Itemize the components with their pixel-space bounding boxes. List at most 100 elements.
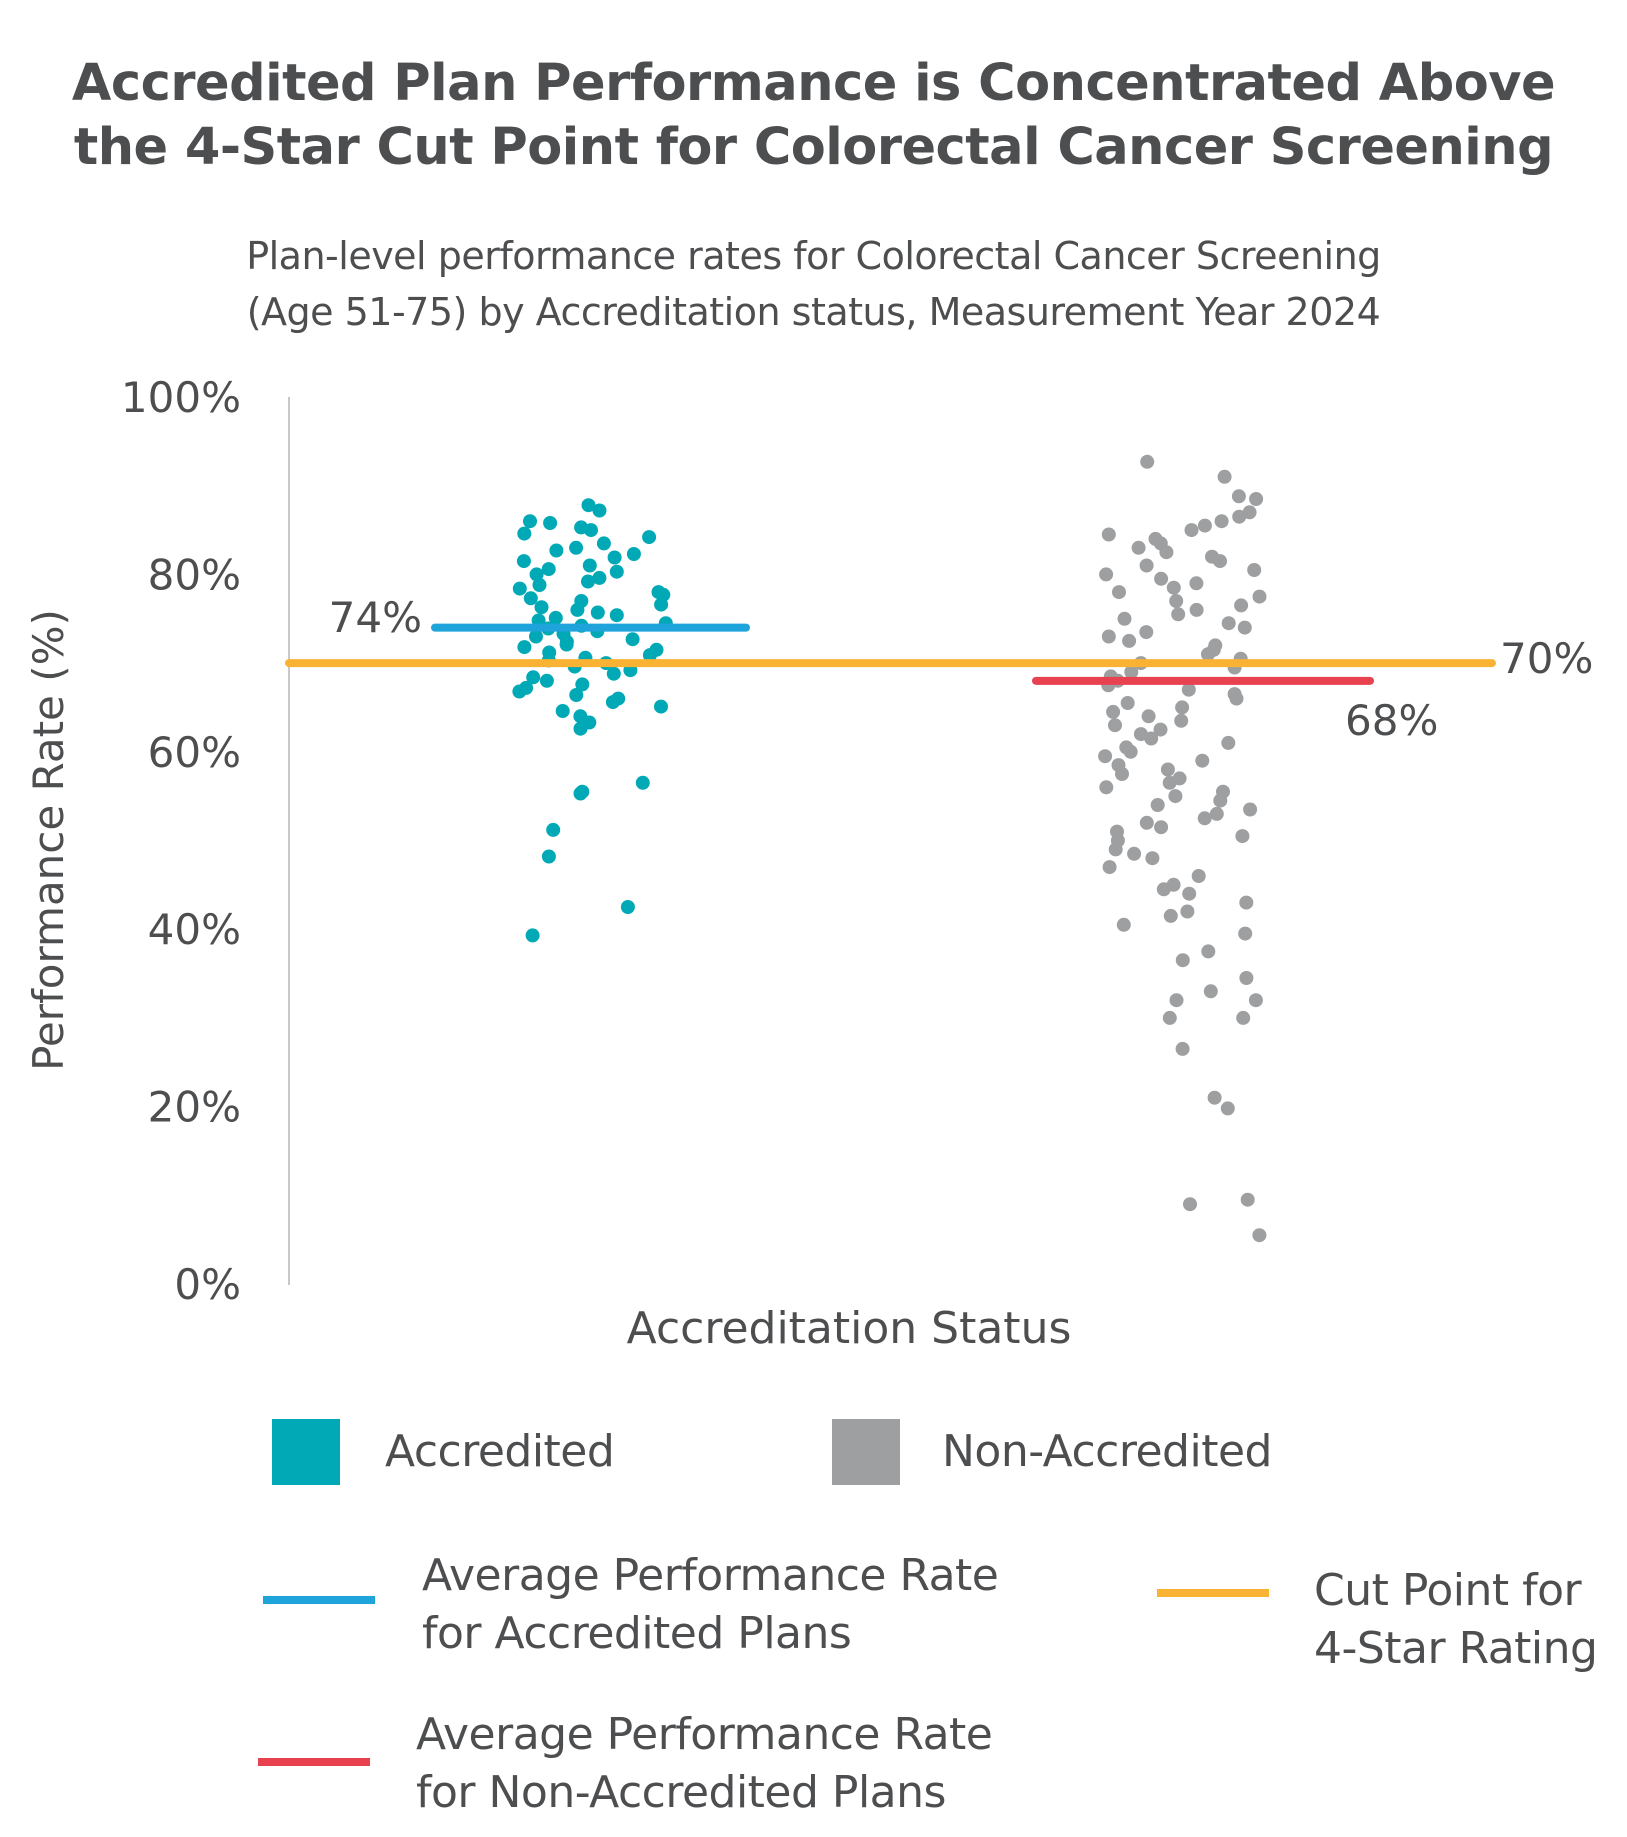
accredited-swatch bbox=[272, 1419, 340, 1485]
avg-accredited-line-swatch bbox=[263, 1596, 375, 1604]
reference-labels: 74% 70% 68% bbox=[329, 593, 1594, 745]
data-point bbox=[1169, 993, 1184, 1008]
data-point bbox=[569, 688, 584, 702]
data-point bbox=[1234, 598, 1249, 613]
data-point bbox=[1108, 718, 1122, 733]
data-point bbox=[529, 567, 544, 582]
legend-non-accredited-label: Non-Accredited bbox=[942, 1426, 1272, 1477]
data-point bbox=[1162, 775, 1177, 790]
data-point bbox=[1153, 722, 1168, 737]
data-point bbox=[581, 574, 595, 589]
data-point bbox=[1174, 713, 1189, 728]
data-point bbox=[1182, 886, 1197, 901]
data-point bbox=[1229, 691, 1244, 706]
data-point bbox=[575, 677, 590, 692]
data-point bbox=[1099, 567, 1114, 582]
data-point bbox=[1150, 798, 1165, 812]
data-point bbox=[1207, 1090, 1222, 1105]
data-point bbox=[559, 637, 574, 652]
data-point bbox=[539, 673, 554, 688]
non-accredited-swatch bbox=[832, 1419, 900, 1485]
data-point bbox=[1238, 926, 1253, 941]
data-point bbox=[1116, 917, 1131, 932]
data-point bbox=[1144, 731, 1159, 746]
data-point bbox=[609, 608, 624, 623]
data-point bbox=[582, 558, 597, 573]
chart-subtitle-line-1: Plan-level performance rates for Colorec… bbox=[246, 234, 1381, 278]
data-point bbox=[512, 684, 527, 699]
cut-point-line-swatch bbox=[1157, 1589, 1269, 1597]
data-point bbox=[1235, 829, 1250, 844]
data-point bbox=[620, 900, 635, 914]
data-point bbox=[1203, 984, 1218, 999]
data-point bbox=[1145, 851, 1160, 866]
data-point bbox=[529, 629, 543, 644]
data-point bbox=[1232, 509, 1247, 524]
legend-cut-point-line-2: 4-Star Rating bbox=[1314, 1623, 1598, 1674]
data-point bbox=[1098, 749, 1113, 764]
data-point bbox=[584, 523, 598, 538]
y-tick-label: 80% bbox=[148, 550, 241, 599]
y-tick-labels: 0% 20% 40% 60% 80% 100% bbox=[121, 373, 241, 1309]
data-point bbox=[1209, 806, 1224, 821]
scatter-chart: 0%20%40%60%80%100% Performance Rate (%) … bbox=[24, 373, 1594, 1354]
data-point bbox=[573, 786, 588, 801]
data-point bbox=[1220, 1101, 1235, 1116]
data-point bbox=[1163, 908, 1178, 923]
data-point bbox=[592, 570, 607, 585]
reference-lines bbox=[285, 623, 1496, 685]
data-point bbox=[1197, 518, 1212, 533]
y-axis-label: Performance Rate (%) bbox=[24, 609, 73, 1071]
data-point bbox=[1181, 682, 1196, 697]
data-point bbox=[1102, 860, 1117, 875]
data-point bbox=[541, 849, 556, 864]
data-point bbox=[1239, 895, 1254, 910]
legend-avg-non-accredited-line-1: Average Performance Rate bbox=[416, 1709, 993, 1760]
y-tick-label: 100% bbox=[121, 373, 241, 422]
data-point bbox=[570, 602, 585, 617]
data-point bbox=[1189, 576, 1204, 591]
data-point bbox=[1169, 594, 1184, 608]
data-point bbox=[596, 536, 611, 551]
data-point bbox=[546, 822, 561, 837]
data-point bbox=[517, 526, 532, 541]
avg-non-accredited-label: 68% bbox=[1345, 696, 1438, 745]
data-point bbox=[1221, 616, 1236, 631]
data-point bbox=[1175, 1041, 1190, 1056]
legend-accredited-label: Accredited bbox=[385, 1426, 615, 1477]
data-point bbox=[635, 775, 650, 790]
data-point bbox=[1156, 882, 1171, 897]
legend-cut-point-line-1: Cut Point for bbox=[1314, 1565, 1582, 1616]
legend-cut-point-label: Cut Point for 4-Star Rating bbox=[1314, 1562, 1598, 1678]
data-point bbox=[1122, 633, 1137, 648]
data-point bbox=[1231, 489, 1246, 504]
cut-point-label: 70% bbox=[1500, 634, 1593, 683]
data-point bbox=[590, 605, 605, 620]
data-point bbox=[1236, 1010, 1251, 1025]
data-point bbox=[1180, 904, 1195, 919]
data-point bbox=[1154, 571, 1169, 586]
data-point bbox=[523, 514, 537, 529]
data-point bbox=[1139, 625, 1154, 640]
data-point bbox=[1197, 811, 1212, 826]
data-point bbox=[654, 699, 668, 714]
data-point bbox=[1120, 696, 1135, 710]
data-point bbox=[1162, 1010, 1177, 1025]
data-point bbox=[1168, 789, 1183, 804]
data-point bbox=[1108, 842, 1123, 857]
data-point bbox=[1183, 1197, 1197, 1212]
chart-subtitle-line-2: (Age 51-75) by Accreditation status, Mea… bbox=[246, 290, 1381, 334]
data-point bbox=[517, 640, 532, 655]
data-point bbox=[625, 632, 640, 647]
data-point bbox=[605, 695, 620, 710]
data-point bbox=[543, 516, 558, 530]
chart-title: Accredited Plan Performance is Concentra… bbox=[0, 52, 1627, 180]
data-point bbox=[1175, 953, 1190, 968]
y-tick-label: 60% bbox=[148, 728, 241, 777]
data-point bbox=[512, 581, 527, 596]
data-point bbox=[1213, 793, 1228, 808]
data-point bbox=[1248, 993, 1263, 1008]
legend-avg-non-accredited-line-2: for Non-Accredited Plans bbox=[416, 1767, 946, 1818]
data-point bbox=[1239, 971, 1254, 985]
data-point bbox=[555, 704, 570, 718]
